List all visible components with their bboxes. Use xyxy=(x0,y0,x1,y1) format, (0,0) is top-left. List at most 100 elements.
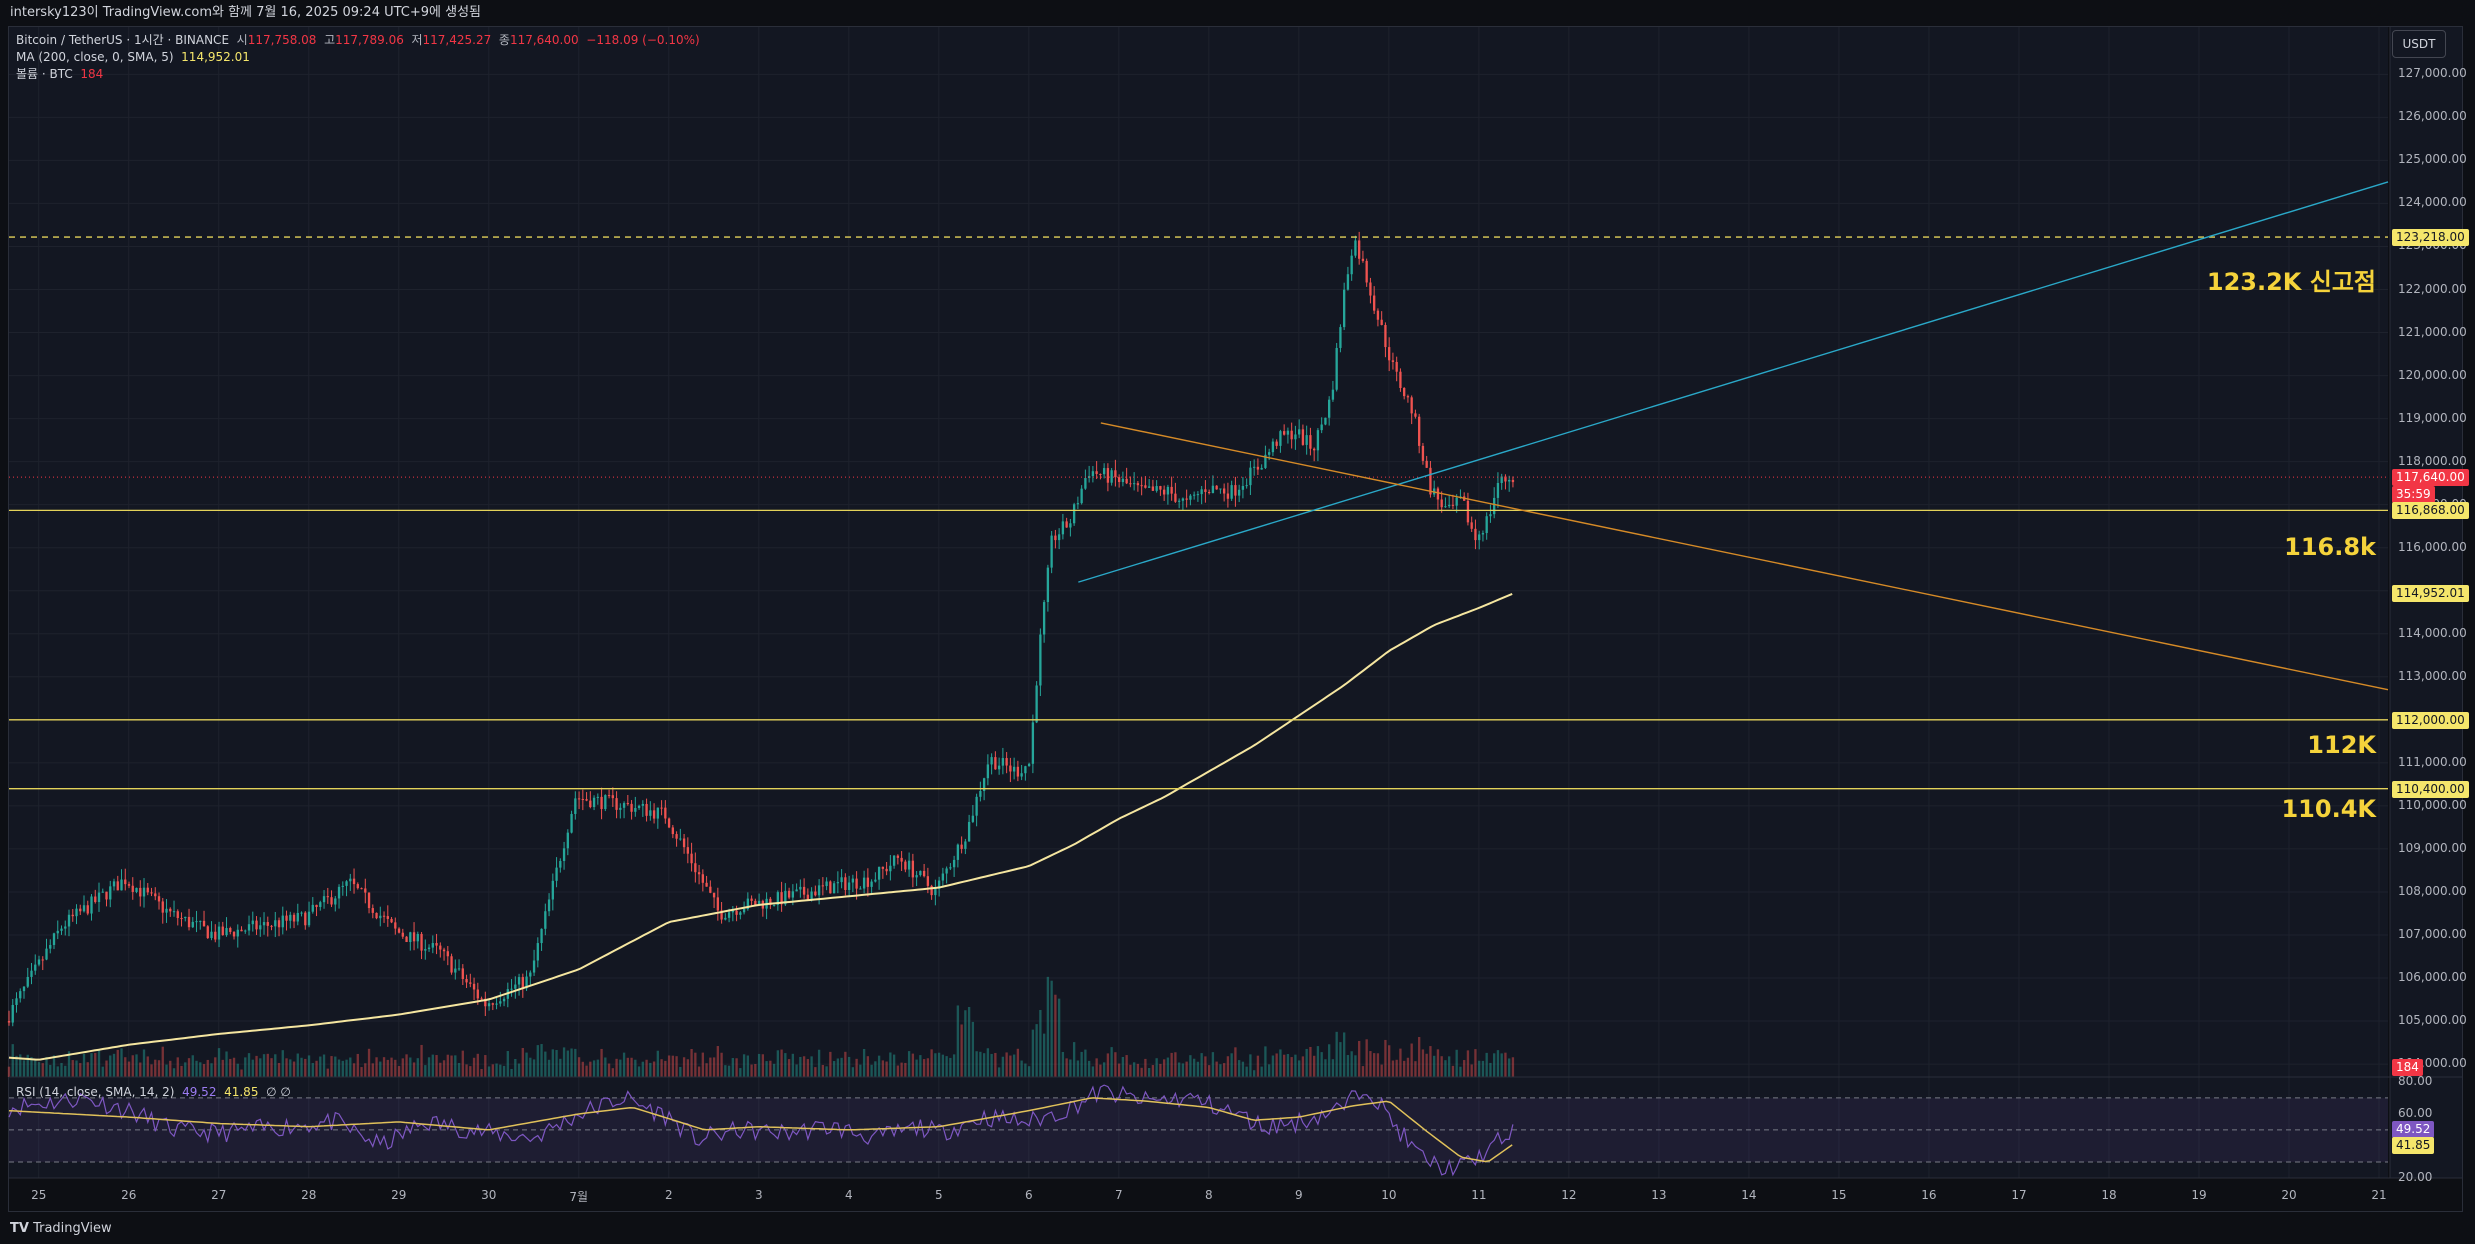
candle-body[interactable] xyxy=(214,931,217,940)
candle-body[interactable] xyxy=(349,878,352,882)
candle-body[interactable] xyxy=(127,884,131,886)
candle-body[interactable] xyxy=(649,810,652,816)
candle-body[interactable] xyxy=(791,891,795,898)
candle-body[interactable] xyxy=(817,885,821,896)
candle-body[interactable] xyxy=(502,998,506,1002)
candle-body[interactable] xyxy=(326,896,329,898)
candle-body[interactable] xyxy=(1080,488,1083,504)
candle-body[interactable] xyxy=(345,881,348,886)
candle-body[interactable] xyxy=(90,896,93,914)
candle-body[interactable] xyxy=(157,896,161,902)
candle-body[interactable] xyxy=(1001,758,1005,766)
candle-body[interactable] xyxy=(1155,486,1158,491)
candle-body[interactable] xyxy=(754,900,757,906)
candle-body[interactable] xyxy=(1493,497,1496,515)
candle-body[interactable] xyxy=(120,879,123,891)
candle-body[interactable] xyxy=(1346,274,1350,290)
candle-body[interactable] xyxy=(1054,535,1057,541)
candle-body[interactable] xyxy=(934,888,937,896)
candle-body[interactable] xyxy=(859,888,862,890)
candle-body[interactable] xyxy=(720,910,723,920)
candle-body[interactable] xyxy=(1076,503,1080,505)
candle-body[interactable] xyxy=(1365,260,1368,283)
candle-body[interactable] xyxy=(750,898,753,901)
candle-body[interactable] xyxy=(1373,295,1376,311)
candle-body[interactable] xyxy=(881,866,885,869)
candle-body[interactable] xyxy=(322,896,326,903)
tradingview-logo-icon[interactable]: 𝗧𝗩 xyxy=(10,1221,29,1236)
candle-body[interactable] xyxy=(364,888,367,893)
candle-body[interactable] xyxy=(184,916,187,919)
candle-body[interactable] xyxy=(289,914,292,921)
candle-body[interactable] xyxy=(1091,471,1095,477)
candle-body[interactable] xyxy=(131,885,134,892)
candle-body[interactable] xyxy=(1024,766,1027,774)
candle-body[interactable] xyxy=(1057,534,1061,541)
candle-body[interactable] xyxy=(525,976,528,989)
candle-body[interactable] xyxy=(124,879,127,885)
candle-body[interactable] xyxy=(836,882,840,884)
candle-body[interactable] xyxy=(592,797,596,808)
candle-body[interactable] xyxy=(671,827,674,835)
candle-body[interactable] xyxy=(821,885,825,887)
candle-body[interactable] xyxy=(735,910,738,915)
candle-body[interactable] xyxy=(1301,429,1305,445)
candle-body[interactable] xyxy=(446,951,449,957)
chart-text-annotation[interactable]: 123.2K 신고점 xyxy=(2206,267,2376,296)
candle-body[interactable] xyxy=(1211,485,1215,494)
candle-body[interactable] xyxy=(930,885,933,896)
candle-body[interactable] xyxy=(1369,282,1372,296)
candle-body[interactable] xyxy=(604,795,607,810)
candle-body[interactable] xyxy=(716,897,720,911)
candle-body[interactable] xyxy=(596,796,599,798)
candle-body[interactable] xyxy=(1455,497,1458,506)
candle-body[interactable] xyxy=(1136,483,1140,486)
candle-body[interactable] xyxy=(799,886,802,890)
candle-body[interactable] xyxy=(1140,485,1143,487)
candle-body[interactable] xyxy=(892,855,896,866)
candle-body[interactable] xyxy=(982,778,986,792)
candle-body[interactable] xyxy=(375,912,378,919)
candle-body[interactable] xyxy=(1226,493,1230,499)
candle-body[interactable] xyxy=(956,844,960,860)
candle-body[interactable] xyxy=(997,765,1001,770)
candle-body[interactable] xyxy=(544,911,547,929)
candle-body[interactable] xyxy=(1039,634,1042,686)
candle-body[interactable] xyxy=(686,847,689,854)
candle-body[interactable] xyxy=(1313,448,1316,451)
currency-selector-button[interactable]: USDT xyxy=(2392,30,2446,58)
candle-body[interactable] xyxy=(1508,479,1511,482)
candle-body[interactable] xyxy=(34,964,37,971)
candle-body[interactable] xyxy=(1275,441,1278,446)
candle-body[interactable] xyxy=(469,982,472,984)
candle-body[interactable] xyxy=(1249,467,1252,486)
candle-body[interactable] xyxy=(810,891,813,900)
candle-body[interactable] xyxy=(562,848,566,862)
candle-body[interactable] xyxy=(1185,498,1188,500)
candle-body[interactable] xyxy=(199,920,202,922)
candle-body[interactable] xyxy=(574,798,577,814)
candle-body[interactable] xyxy=(416,933,419,942)
candle-body[interactable] xyxy=(1204,489,1207,493)
candle-body[interactable] xyxy=(67,914,71,927)
candle-body[interactable] xyxy=(1298,429,1301,435)
candle-body[interactable] xyxy=(1042,602,1046,635)
candle-body[interactable] xyxy=(1147,486,1151,488)
candle-body[interactable] xyxy=(296,912,299,922)
candle-body[interactable] xyxy=(71,914,74,917)
candle-body[interactable] xyxy=(49,944,52,949)
candle-body[interactable] xyxy=(555,867,558,881)
candle-body[interactable] xyxy=(1012,766,1016,772)
candle-body[interactable] xyxy=(1384,324,1387,348)
candle-body[interactable] xyxy=(41,959,44,961)
candle-body[interactable] xyxy=(645,803,648,816)
candle-body[interactable] xyxy=(742,908,746,913)
candle-body[interactable] xyxy=(236,929,239,937)
candle-body[interactable] xyxy=(1144,485,1147,488)
candle-body[interactable] xyxy=(397,928,401,933)
candle-body[interactable] xyxy=(517,977,521,985)
candle-body[interactable] xyxy=(1414,413,1417,417)
candle-body[interactable] xyxy=(454,968,457,973)
candle-body[interactable] xyxy=(1170,486,1173,494)
candle-body[interactable] xyxy=(1418,416,1421,446)
